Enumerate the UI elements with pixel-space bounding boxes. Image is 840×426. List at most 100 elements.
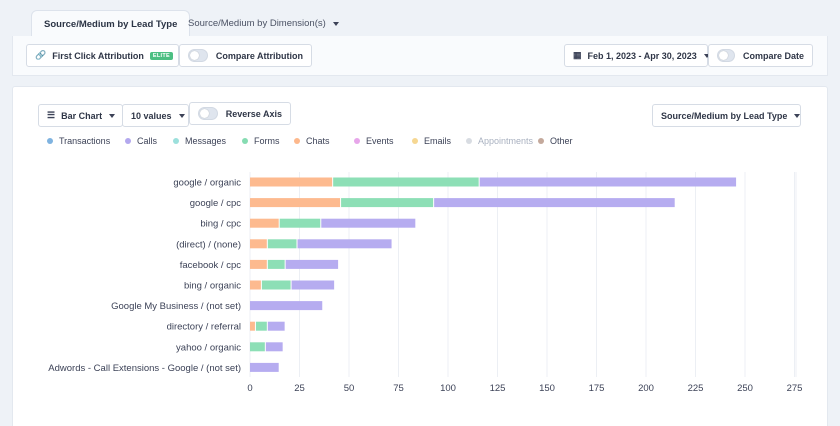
bar-segment-calls[interactable] (479, 177, 737, 187)
bar-segment-chats[interactable] (250, 280, 261, 290)
legend-dot (294, 138, 300, 144)
attribution-label: First Click Attribution (52, 50, 144, 61)
legend-label: Emails (424, 136, 452, 146)
bar-segment-calls[interactable] (250, 362, 279, 372)
legend-dot (466, 138, 472, 144)
bar-segment-calls[interactable] (267, 321, 285, 331)
legend-label: Events (366, 136, 394, 146)
elite-badge: ELITE (149, 51, 173, 60)
legend-item-other[interactable]: Other (538, 136, 573, 146)
x-tick-label: 250 (737, 383, 753, 394)
legend-item-events[interactable]: Events (354, 136, 394, 146)
y-category-label: yahoo / organic (176, 342, 241, 353)
bar-segment-calls[interactable] (250, 301, 323, 311)
legend-label: Transactions (59, 136, 111, 146)
bar-segment-calls[interactable] (434, 198, 675, 208)
bar-segment-forms[interactable] (267, 259, 285, 269)
y-category-label: Adwords - Call Extensions - Google / (no… (48, 363, 241, 374)
legend-dot (538, 138, 544, 144)
legend-item-appointments[interactable]: Appointments (466, 136, 533, 146)
x-tick-label: 200 (638, 383, 654, 394)
bar-segment-forms[interactable] (341, 198, 434, 208)
x-tick-label: 125 (490, 383, 506, 394)
y-category-label: facebook / cpc (180, 260, 242, 271)
bar-segment-forms[interactable] (250, 342, 265, 352)
legend-item-calls[interactable]: Calls (125, 136, 157, 146)
y-category-label: Google My Business / (not set) (111, 301, 241, 312)
toggle-switch[interactable] (717, 49, 735, 62)
x-tick-label: 225 (688, 383, 704, 394)
chart-type-label: Bar Chart (61, 110, 103, 121)
report-select-dropdown[interactable]: Source/Medium by Lead Type (652, 104, 801, 127)
legend-item-forms[interactable]: Forms (242, 136, 280, 146)
x-tick-label: 50 (344, 383, 355, 394)
legend-label: Appointments (478, 136, 534, 146)
tab-source-medium-dimensions[interactable]: Source/Medium by Dimension(s) (176, 10, 351, 37)
bar-chart-icon: ☰ (47, 110, 56, 120)
bar-segment-calls[interactable] (321, 218, 416, 228)
legend-label: Forms (254, 136, 280, 146)
toggle-switch[interactable] (188, 49, 208, 62)
tab-source-medium-lead-type[interactable]: Source/Medium by Lead Type (31, 10, 191, 37)
chevron-down-icon (703, 53, 710, 58)
tab-bar: Source/Medium by Lead Type Source/Medium… (0, 0, 840, 37)
y-category-label: bing / cpc (200, 219, 241, 230)
date-range-label: Feb 1, 2023 - Apr 30, 2023 (587, 50, 697, 61)
toggle-switch[interactable] (198, 107, 218, 120)
compare-attribution-toggle[interactable]: Compare Attribution (179, 44, 312, 67)
reverse-axis-toggle[interactable]: Reverse Axis (189, 102, 291, 125)
bar-segment-chats[interactable] (250, 177, 333, 187)
bar-segment-chats[interactable] (250, 198, 341, 208)
legend-dot (125, 138, 131, 144)
bar-segment-forms[interactable] (255, 321, 267, 331)
x-tick-label: 0 (247, 383, 252, 394)
y-category-label: google / cpc (190, 198, 241, 209)
chevron-down-icon (332, 21, 339, 26)
tab-label: Source/Medium by Dimension(s) (188, 18, 326, 29)
calendar-icon: ▦ (573, 50, 582, 60)
bar-segment-forms[interactable] (267, 239, 297, 249)
chevron-down-icon (794, 113, 801, 118)
date-range-picker[interactable]: ▦ Feb 1, 2023 - Apr 30, 2023 (564, 44, 710, 67)
legend-item-emails[interactable]: Emails (412, 136, 451, 146)
legend-dot (242, 138, 248, 144)
report-select-label: Source/Medium by Lead Type (661, 110, 788, 121)
chevron-down-icon (109, 113, 116, 118)
bar-segment-calls[interactable] (265, 342, 283, 352)
legend-label: Other (550, 136, 573, 146)
bar-segment-chats[interactable] (250, 321, 255, 331)
toolbar: 🔗 First Click Attribution ELITE Compare … (12, 36, 828, 76)
x-tick-label: 100 (440, 383, 456, 394)
legend-dot (412, 138, 418, 144)
bar-segment-chats[interactable] (250, 239, 267, 249)
bar-segment-chats[interactable] (250, 218, 279, 228)
bar-segment-calls[interactable] (291, 280, 335, 290)
bar-segment-calls[interactable] (297, 239, 392, 249)
compare-date-toggle[interactable]: Compare Date (708, 44, 813, 67)
x-tick-label: 175 (589, 383, 605, 394)
bar-segment-chats[interactable] (250, 259, 267, 269)
x-tick-label: 150 (539, 383, 555, 394)
chevron-down-icon (178, 113, 185, 118)
bar-segment-calls[interactable] (285, 259, 339, 269)
link-icon: 🔗 (35, 50, 47, 60)
reverse-axis-label: Reverse Axis (225, 108, 282, 119)
legend-label: Chats (306, 136, 330, 146)
legend-label: Messages (185, 136, 227, 146)
chart-panel (12, 86, 828, 426)
legend-item-messages[interactable]: Messages (173, 136, 226, 146)
legend-dot (47, 138, 53, 144)
legend-item-transactions[interactable]: Transactions (47, 136, 110, 146)
values-count-label: 10 values (131, 110, 172, 121)
values-count-dropdown[interactable]: 10 values (122, 104, 189, 127)
chart-type-dropdown[interactable]: ☰ Bar Chart (38, 104, 123, 127)
bar-segment-forms[interactable] (261, 280, 291, 290)
bar-segment-forms[interactable] (279, 218, 321, 228)
y-category-label: google / organic (173, 178, 241, 189)
bar-segment-forms[interactable] (333, 177, 479, 187)
legend-item-chats[interactable]: Chats (294, 136, 330, 146)
y-category-label: directory / referral (167, 322, 241, 333)
y-category-label: bing / organic (184, 281, 241, 292)
legend-dot (354, 138, 360, 144)
